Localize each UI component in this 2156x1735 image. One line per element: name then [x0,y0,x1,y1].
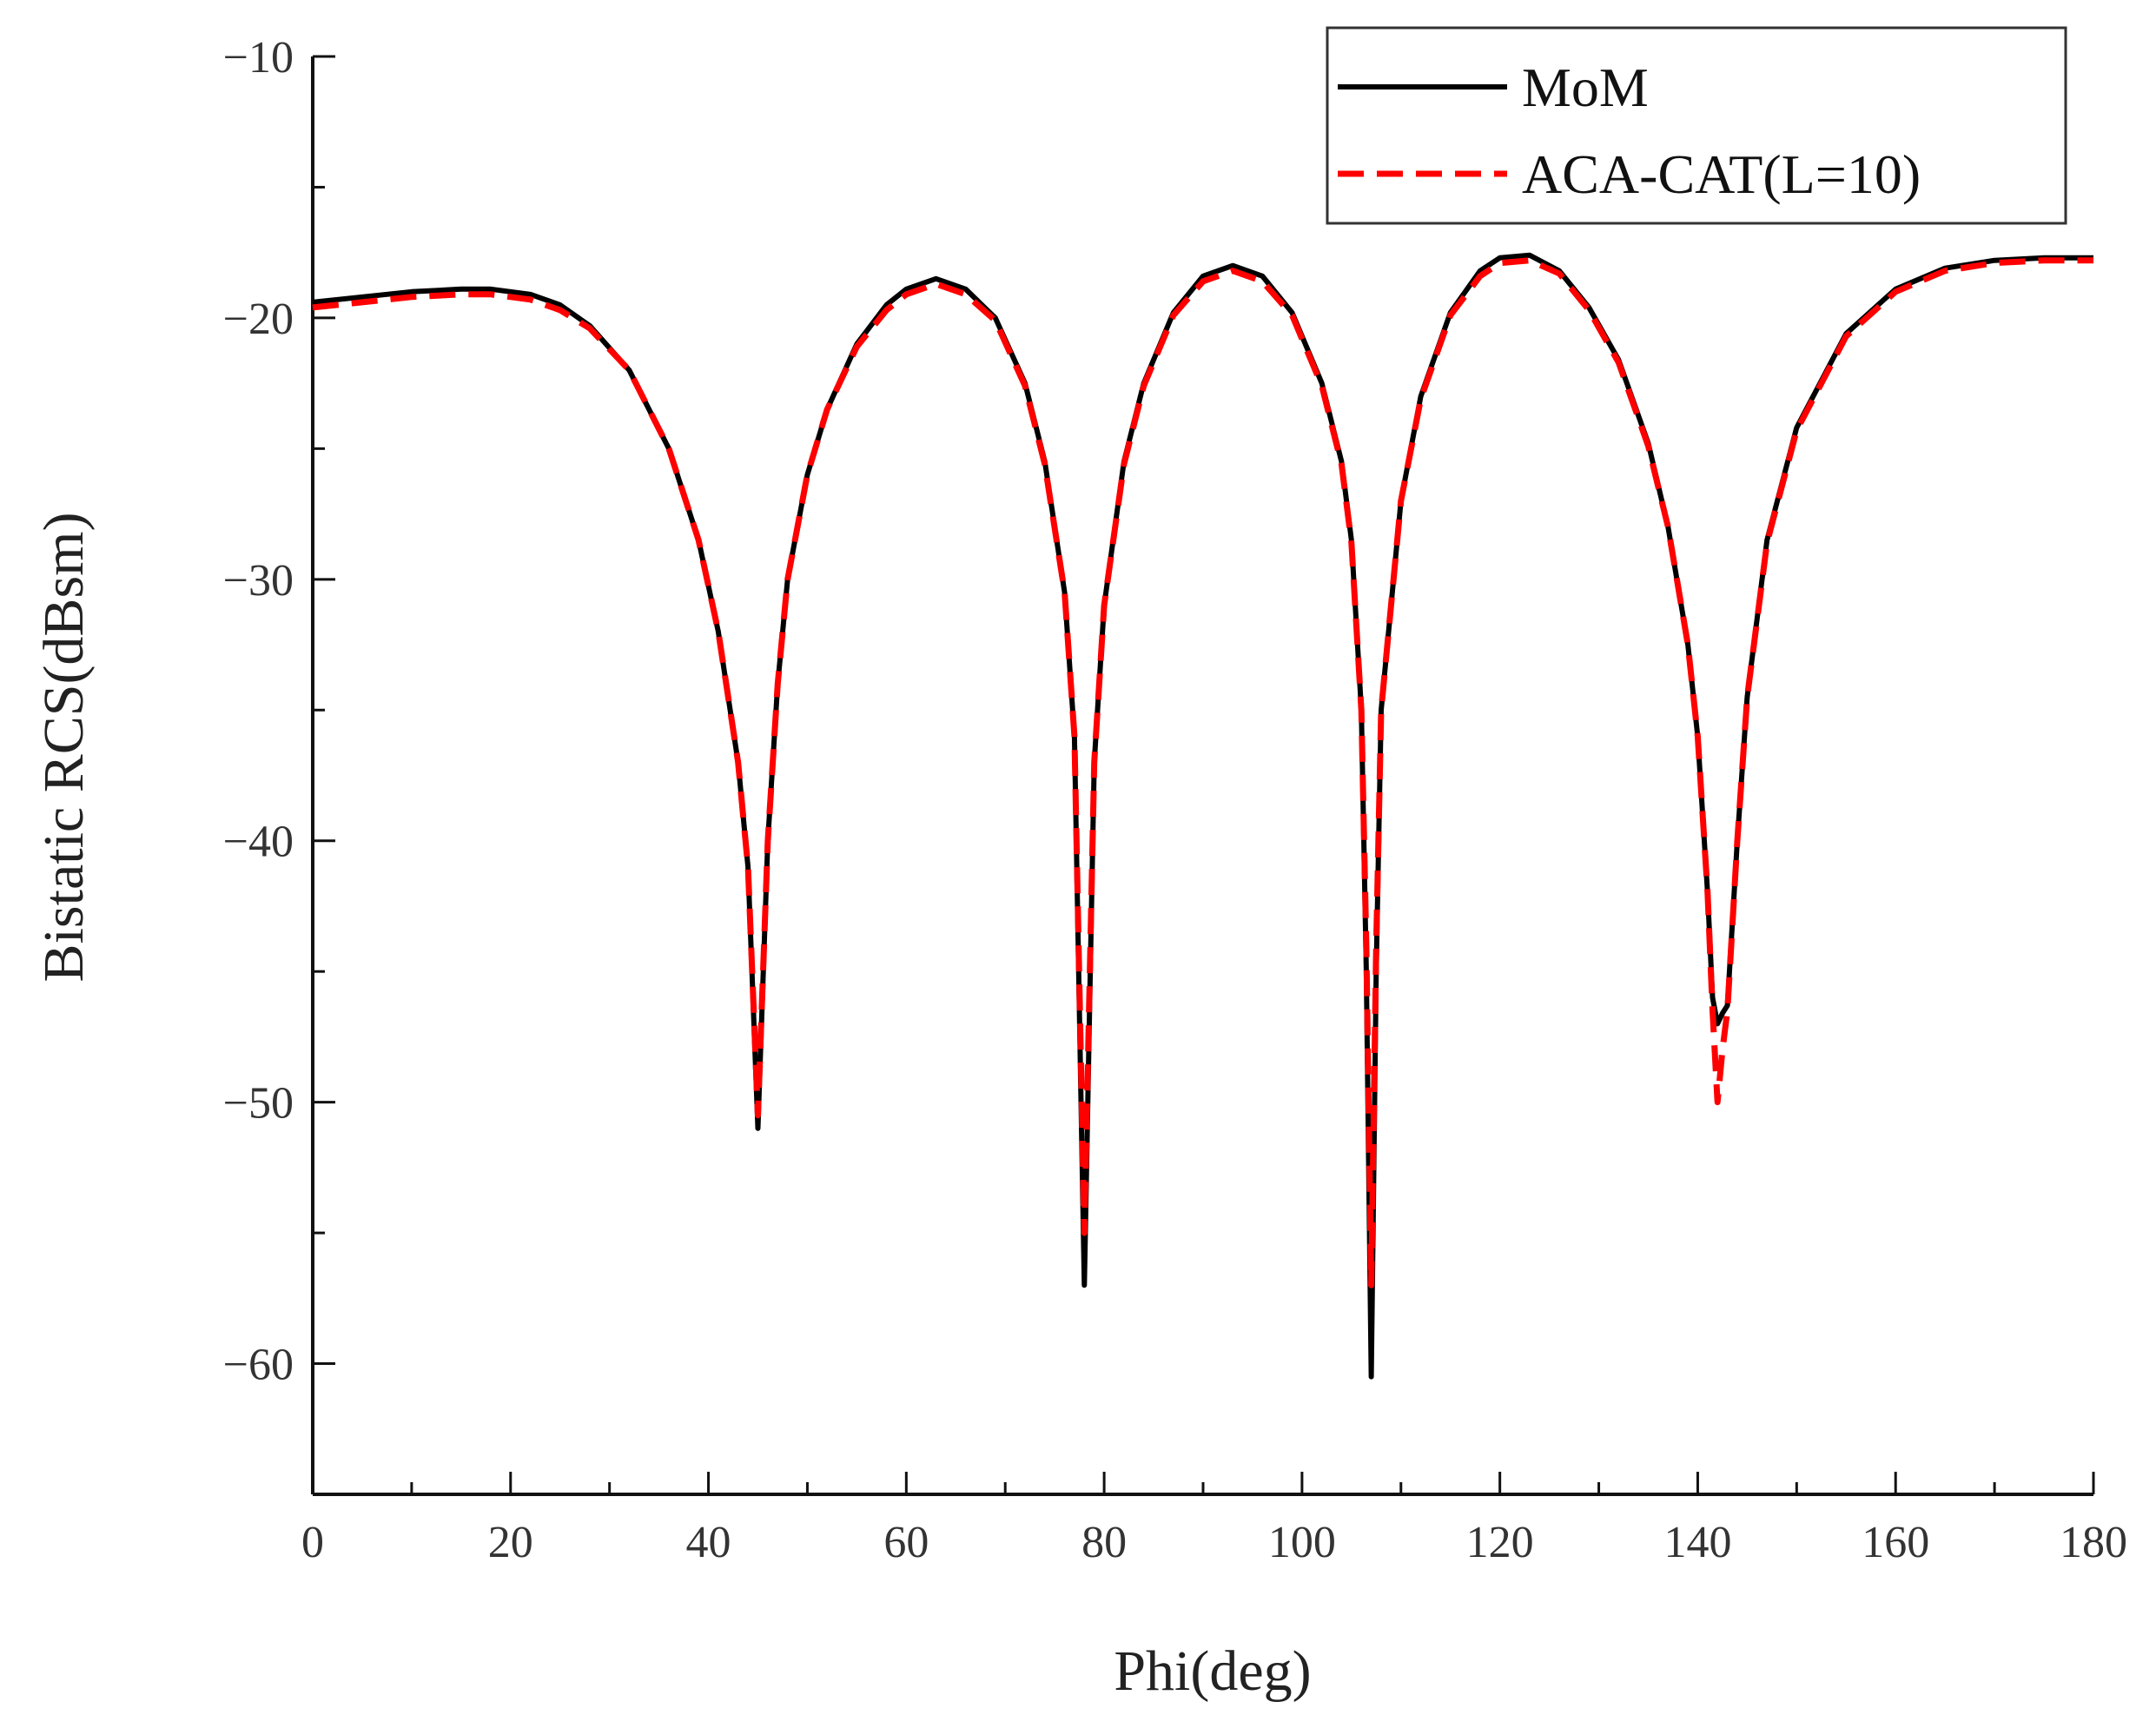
y-tick-label: −50 [223,1079,294,1129]
x-tick-label: 140 [1663,1518,1731,1567]
x-axis-label: Phi(deg) [1114,1639,1311,1703]
x-tick-label: 160 [1862,1518,1929,1567]
x-tick-label: 120 [1466,1518,1534,1567]
legend-box [1326,26,2067,225]
x-tick-label: 0 [301,1518,324,1567]
legend-label-mom: MoM [1522,56,1649,118]
axes: 0 20 40 60 80 100 120 140 160 180 −10 −20 −30 −40 −50 −… [223,33,2127,1567]
x-tick-label: 40 [686,1518,731,1567]
y-tick-label: −60 [223,1341,294,1390]
plot-area [312,252,2093,1380]
y-tick-label: −30 [223,556,294,606]
y-tick-label: −40 [223,818,294,867]
legend: MoM ACA-CAT(L=10) [1326,26,2067,225]
x-tick-label: 100 [1268,1518,1336,1567]
x-tick-label: 20 [488,1518,533,1567]
y-tick-label: −10 [223,33,294,83]
x-tick-label: 180 [2060,1518,2127,1567]
y-axis-label: Bistatic RCS(dBsm) [32,513,96,983]
legend-label-aca-cat: ACA-CAT(L=10) [1522,143,1921,205]
x-tick-label: 80 [1081,1518,1127,1567]
x-tick-label: 60 [883,1518,929,1567]
series-line-aca-cat [312,257,2093,1288]
y-tick-label: −20 [223,295,294,344]
